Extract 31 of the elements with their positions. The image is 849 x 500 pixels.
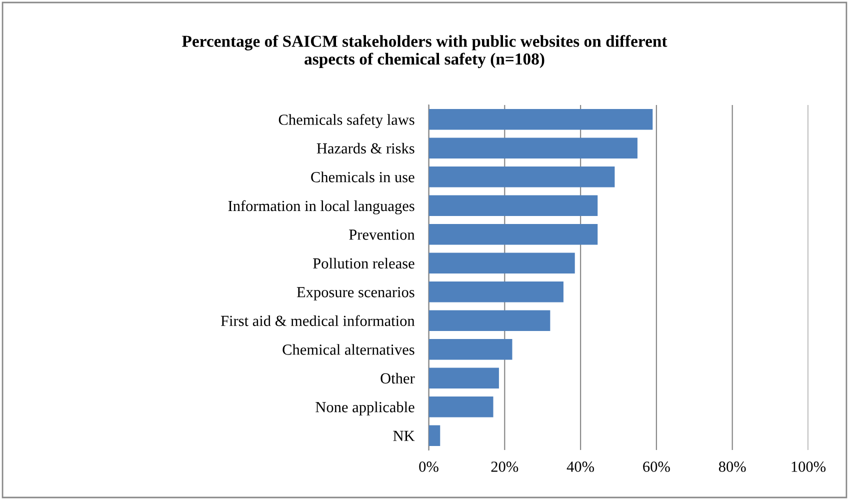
- bar: [428, 425, 440, 446]
- y-tick-label: Chemical alternatives: [282, 344, 414, 355]
- y-tick-label: NK: [393, 430, 415, 441]
- chart-title: Percentage of SAICM stakeholders with public websites on different aspects of chemical safety (n=108): [182, 35, 668, 68]
- bar: [428, 396, 494, 418]
- y-tick-label: Chemicals in use: [311, 172, 414, 182]
- y-tick-label: Information in local languages: [228, 200, 414, 214]
- y-tick-label: Hazards & risks: [316, 142, 414, 154]
- y-tick-label: First aid & medical information: [220, 315, 415, 326]
- bar: [428, 252, 575, 274]
- y-tick-label: Other: [380, 372, 415, 384]
- bar: [428, 166, 615, 188]
- bar: [428, 195, 598, 216]
- x-tick-label: 100%: [792, 462, 826, 472]
- bar: [428, 224, 598, 245]
- x-tick-label: 40%: [566, 462, 594, 472]
- bar: [428, 109, 653, 130]
- bar: [428, 310, 550, 331]
- bar: [428, 368, 499, 388]
- x-tick-label: 20%: [491, 462, 518, 472]
- bar: [428, 138, 638, 158]
- y-tick-label: Chemicals safety laws: [278, 114, 414, 128]
- bar: [428, 282, 564, 302]
- x-tick-label: 60%: [643, 462, 670, 472]
- x-tick-label: 80%: [718, 462, 746, 472]
- y-tick-label: Exposure scenarios: [296, 287, 414, 300]
- y-tick-label: Pollution release: [313, 258, 414, 269]
- y-tick-label: None applicable: [316, 402, 414, 416]
- y-tick-label: Prevention: [349, 230, 415, 240]
- x-tick-label: 0%: [419, 462, 438, 472]
- bar: [428, 339, 512, 360]
